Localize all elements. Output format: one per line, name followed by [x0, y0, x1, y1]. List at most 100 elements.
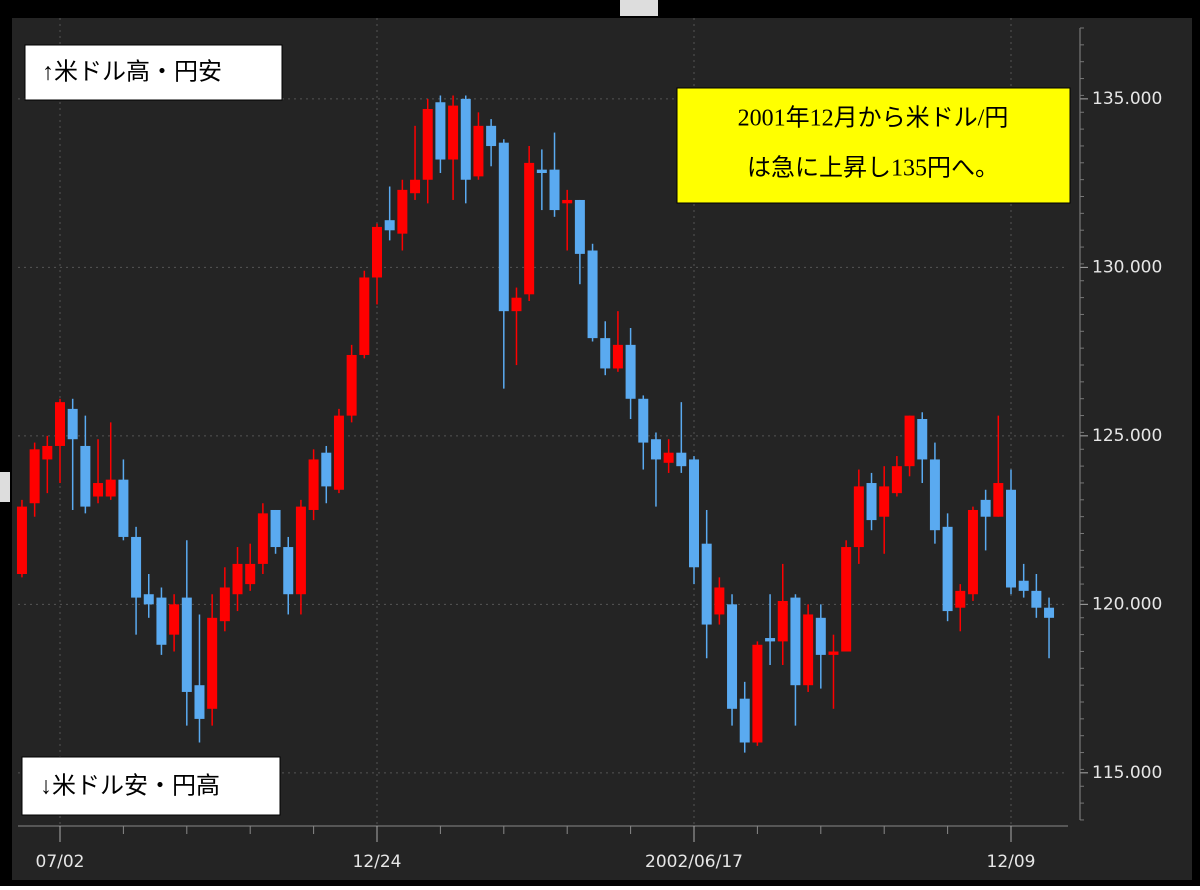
- candle-body: [942, 526, 953, 612]
- candle-body: [562, 199, 573, 204]
- candle-body: [600, 338, 611, 369]
- candle-body: [777, 600, 788, 642]
- callout-box: [676, 87, 1071, 204]
- candle-body: [80, 445, 91, 507]
- candle-body: [67, 408, 78, 440]
- candle-body: [42, 445, 53, 460]
- candle-body: [1044, 607, 1055, 618]
- candle-body: [866, 483, 877, 521]
- candle-body: [410, 179, 421, 194]
- candle-body: [929, 459, 940, 531]
- candle-body: [536, 169, 547, 174]
- candle-body: [219, 587, 230, 622]
- annotation-box: [24, 44, 283, 101]
- candle-body: [359, 277, 370, 355]
- scroll-handle[interactable]: [620, 0, 658, 16]
- candle-body: [498, 142, 509, 312]
- candle-body: [372, 226, 382, 278]
- candle-body: [790, 597, 801, 686]
- candle-body: [587, 250, 598, 339]
- candle-body: [904, 415, 915, 467]
- candle-body: [752, 644, 763, 743]
- candle-body: [511, 297, 522, 312]
- candle-body: [739, 698, 750, 743]
- candle-body: [727, 604, 738, 709]
- y-tick-label: 130.000: [1092, 257, 1162, 277]
- candle-body: [346, 354, 357, 416]
- candle-body: [689, 459, 699, 568]
- candle-body: [270, 509, 281, 548]
- candle-body: [245, 563, 256, 585]
- x-tick-label: 12/09: [987, 852, 1036, 872]
- candle-body: [308, 459, 319, 510]
- y-tick-label: 135.000: [1092, 89, 1162, 109]
- candle-body: [980, 499, 991, 517]
- candle-body: [384, 220, 395, 231]
- candle-body: [650, 439, 661, 460]
- x-tick-label: 2002/06/17: [645, 852, 743, 872]
- callout-text: は急に上昇し135円へ。: [747, 155, 999, 182]
- candle-body: [156, 597, 167, 645]
- candle-body: [879, 486, 890, 517]
- candle-body: [16, 506, 27, 575]
- candle-body: [549, 169, 560, 211]
- candle-body: [143, 594, 154, 605]
- candle-body: [93, 483, 104, 497]
- candle-body: [891, 466, 902, 494]
- annotation-box: [21, 756, 281, 816]
- candle-body: [194, 685, 205, 719]
- candle-body: [993, 483, 1004, 517]
- candle-body: [853, 486, 864, 548]
- candle-body: [321, 452, 332, 487]
- candle-body: [29, 449, 40, 504]
- candle-body: [955, 590, 966, 608]
- candle-body: [1018, 580, 1029, 591]
- candle-body: [435, 102, 446, 160]
- candle-body: [169, 604, 180, 635]
- y-tick-label: 120.000: [1092, 594, 1162, 614]
- candle-body: [105, 479, 116, 497]
- candle-body: [422, 108, 433, 180]
- candle-body: [714, 587, 725, 615]
- side-handle[interactable]: [0, 472, 10, 502]
- callout-text: 2001年12月から米ドル/円: [738, 105, 1009, 132]
- candle-body: [118, 479, 129, 537]
- candle-body: [612, 344, 623, 369]
- candle-body: [701, 543, 712, 625]
- candle-body: [524, 162, 535, 295]
- candle-body: [663, 452, 674, 463]
- candle-body: [232, 563, 243, 595]
- y-tick-label: 125.000: [1092, 426, 1162, 446]
- candle-body: [625, 344, 636, 399]
- candle-body: [460, 98, 471, 180]
- candle-body: [967, 509, 978, 595]
- candle-body: [448, 105, 459, 160]
- candle-body: [638, 398, 649, 443]
- candle-body: [815, 617, 826, 655]
- candle-body: [295, 506, 306, 595]
- candle-body: [676, 452, 687, 467]
- annotation: ↑米ドル高・円安: [42, 59, 222, 86]
- candle-body: [55, 402, 65, 446]
- candle-body: [841, 547, 852, 652]
- candle-body: [473, 125, 484, 177]
- candle-body: [1031, 590, 1042, 608]
- candle-body: [131, 536, 142, 598]
- candle-body: [333, 415, 344, 490]
- candle-body: [397, 189, 408, 234]
- x-tick-label: 07/02: [36, 852, 85, 872]
- candle-body: [283, 547, 294, 595]
- candle-body: [207, 617, 218, 709]
- y-tick-label: 115.000: [1092, 763, 1162, 783]
- candle-body: [828, 651, 839, 655]
- candle-body: [1006, 489, 1016, 588]
- candle-body: [917, 419, 928, 460]
- candle-body: [486, 125, 497, 147]
- candle-body: [765, 638, 776, 642]
- candle-body: [574, 199, 585, 254]
- candle-body: [803, 614, 814, 686]
- candle-body: [181, 597, 192, 692]
- annotation: ↓米ドル安・円高: [40, 773, 220, 800]
